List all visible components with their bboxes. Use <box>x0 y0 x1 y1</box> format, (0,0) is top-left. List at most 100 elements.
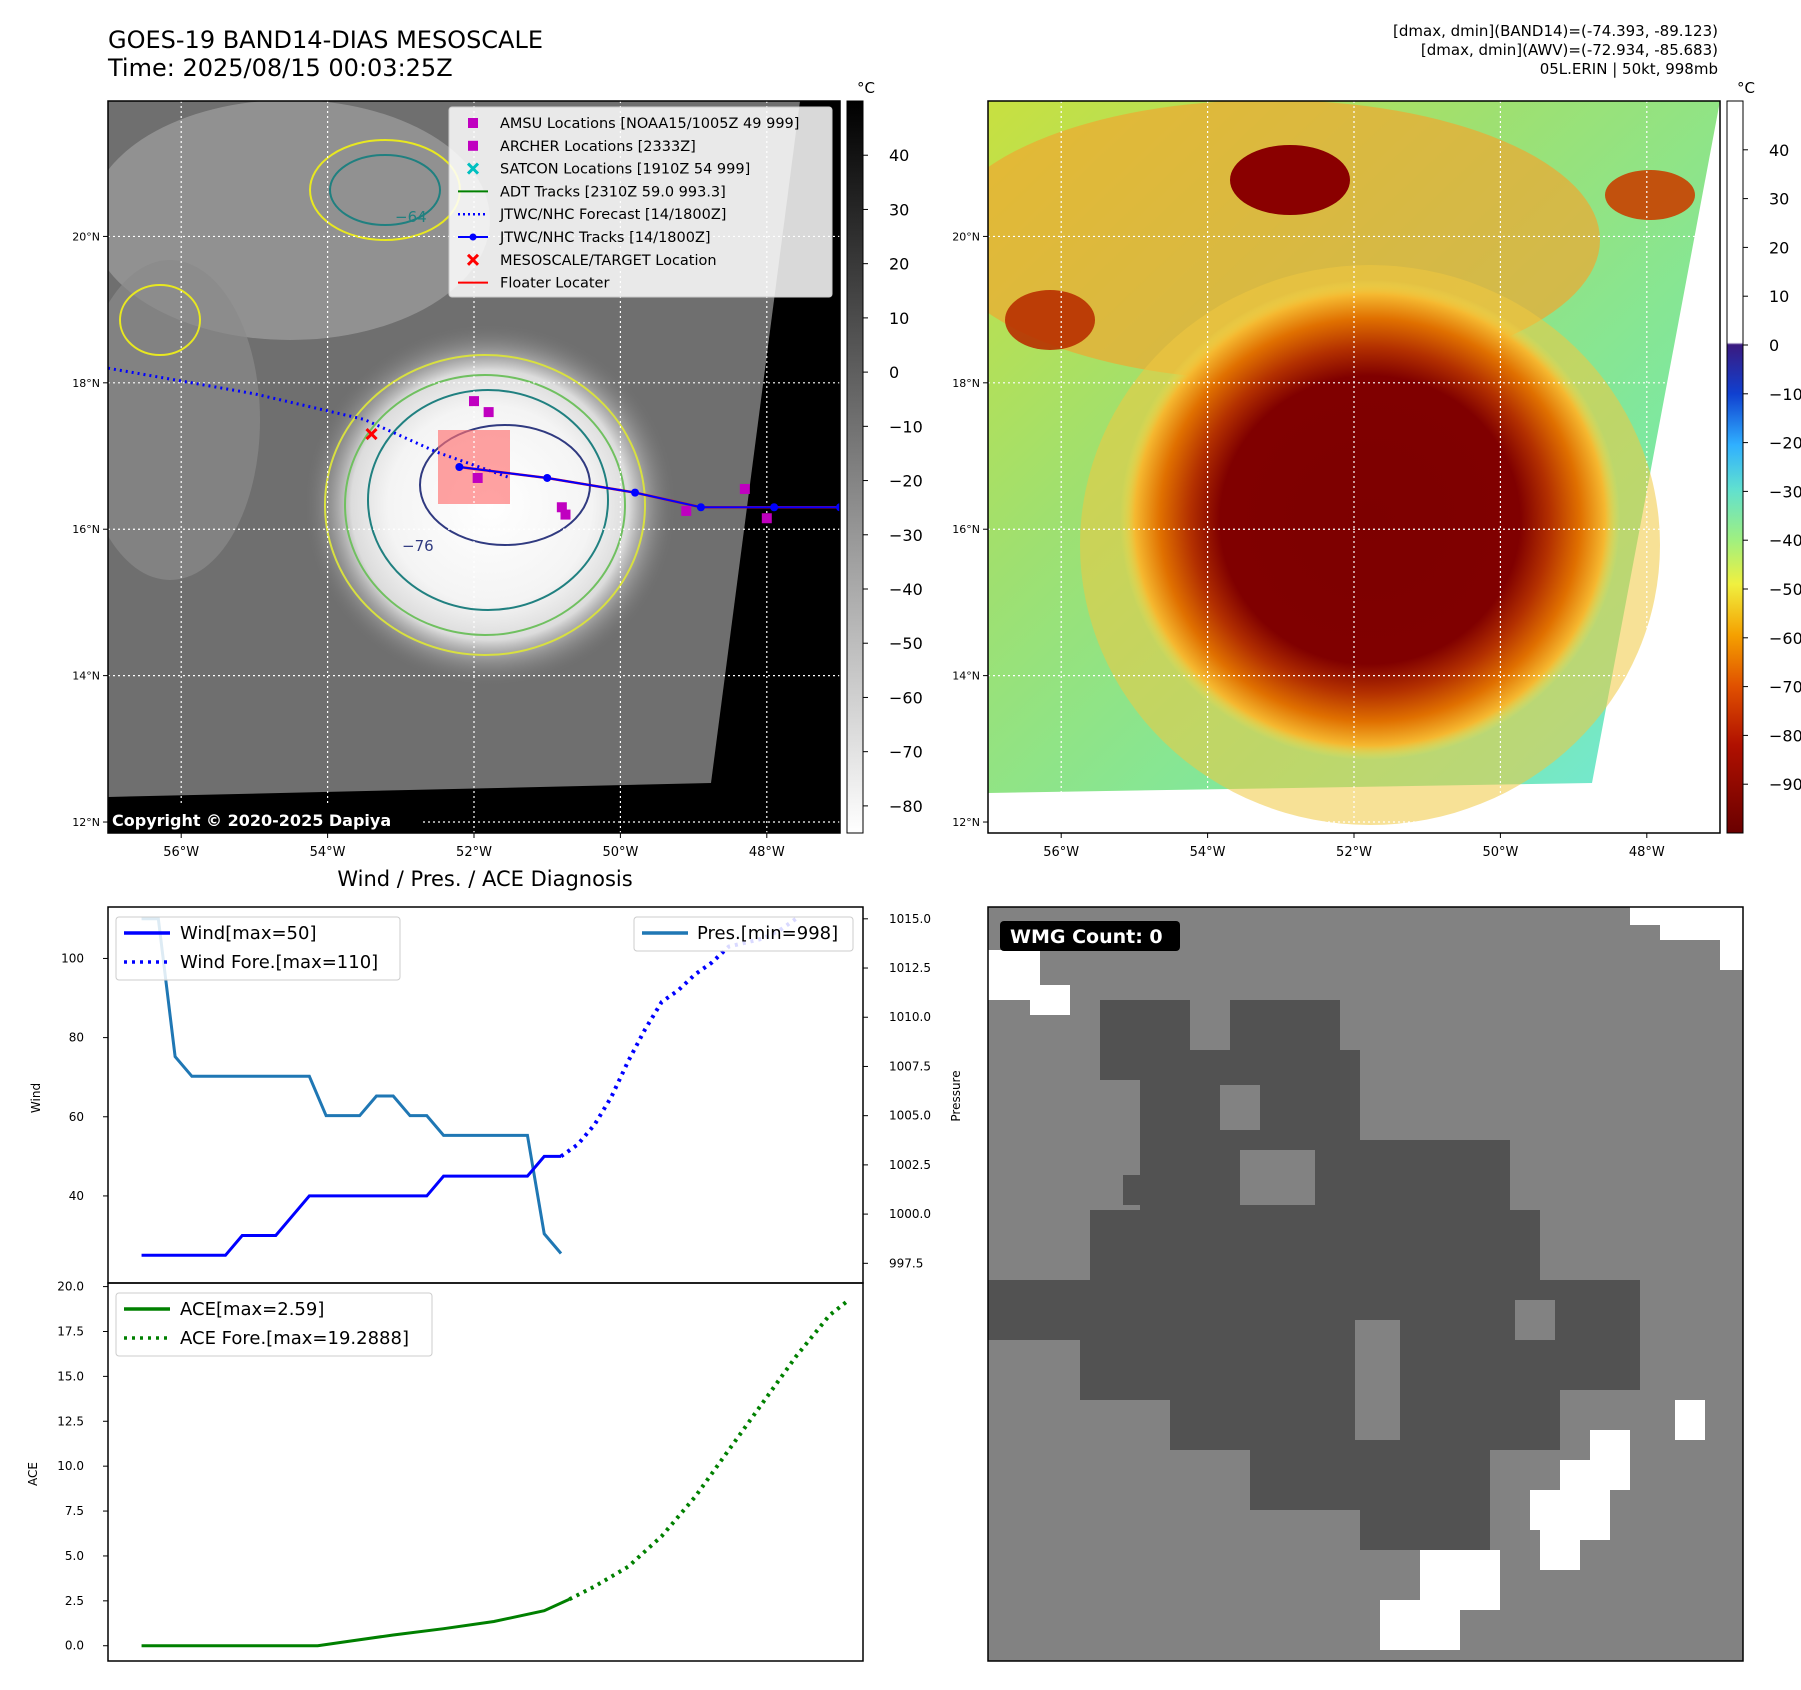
awv-colorbar-tick-label: 20 <box>1769 238 1789 257</box>
info-awv-range: [dmax, dmin](AWV)=(-72.934, -85.683) <box>1420 41 1718 59</box>
ace-tick-label: 7.5 <box>65 1504 84 1518</box>
best-track-point <box>631 488 640 497</box>
figure-title: GOES-19 BAND14-DIAS MESOSCALE Time: 2025… <box>108 26 543 82</box>
ir-contour-north-cell <box>329 154 441 226</box>
wmg-frame <box>987 906 1744 1662</box>
wind-legend-label: Wind Fore.[max=110] <box>180 952 378 973</box>
pressure-axis-label: Pressure <box>949 1070 963 1121</box>
best-track-point <box>836 503 840 512</box>
ir-cloud-west <box>108 260 260 580</box>
ace-tick-label: 10.0 <box>57 1459 84 1473</box>
awv-axes: 56°W 54°W 52°W 50°W 48°W 20°N 18°N 16°N 14°N 12°N <box>952 230 1665 860</box>
ir-lat-tick-label: 14°N <box>72 670 100 683</box>
awv-gridlines <box>988 101 1720 833</box>
wmg-cold-region <box>988 1000 1640 1550</box>
wind-tick-label: 60 <box>69 1110 84 1124</box>
ace-tick-label: 5.0 <box>65 1549 84 1563</box>
ace-tick-label: 20.0 <box>57 1280 84 1294</box>
ir-lat-tick-label: 16°N <box>72 523 100 536</box>
ace-series-line <box>141 1597 571 1648</box>
awv-lat-tick-label: 20°N <box>952 230 980 243</box>
ir-legend-label: ADT Tracks [2310Z 59.0 993.3] <box>500 184 726 200</box>
wind-axis-label: Wind <box>29 1083 43 1113</box>
wmg-panel: WMG Count: 0 <box>987 906 1744 1662</box>
wmg-label-bg <box>1000 921 1180 951</box>
pressure-tick-label: 1015.0 <box>889 912 931 926</box>
amsu-location-marker <box>469 396 479 407</box>
awv-colorbar-tick-label: −40 <box>1769 531 1801 550</box>
ir-legend-label: AMSU Locations [NOAA15/1005Z 49 999] <box>500 116 799 132</box>
ir-legend-label: JTWC/NHC Forecast [14/1800Z] <box>499 207 726 223</box>
awv-colorbar-fill <box>1726 100 1744 834</box>
amsu-location-marker <box>739 483 750 494</box>
target-location-marker <box>365 427 378 441</box>
pressure-tick-label: 1005.0 <box>889 1109 931 1123</box>
ir-lon-tick-label: 56°W <box>163 845 199 860</box>
wind-series-line <box>141 1154 561 1257</box>
wind-legend: Wind[max=50] Wind Fore.[max=110] <box>115 916 401 981</box>
amsu-location-marker <box>483 407 494 418</box>
ir-legend-swatch-dot <box>469 233 477 241</box>
ir-contour-inner <box>367 389 609 611</box>
awv-lat-tick-label: 16°N <box>952 523 980 536</box>
forecast-track-line <box>108 366 512 480</box>
diag-title: Wind / Pres. / ACE Diagnosis <box>337 867 632 891</box>
wmg-clear-south <box>1380 1550 1500 1650</box>
ir-cdo <box>305 325 675 685</box>
ir-contour-outer <box>324 354 646 656</box>
wind-legend-box <box>115 916 401 981</box>
ir-colorbar-tick-label: −50 <box>889 634 923 653</box>
ir-colorbar: °C 40 30 20 10 0 −10 −20 −30 −40 −50 −60 −70 −80 <box>846 79 923 834</box>
awv-colorbar-tick-label: 0 <box>1769 336 1779 355</box>
ir-contour-west-cell <box>119 284 201 356</box>
pressure-tick-label: 1000.0 <box>889 1207 931 1221</box>
ir-contour-label-1: −64 <box>395 208 427 226</box>
awv-colorbar-tick-label: 40 <box>1769 141 1789 160</box>
awv-cell-east <box>1605 170 1695 220</box>
amsu-location-marker <box>560 509 571 520</box>
awv-colorbar-tick-label: −10 <box>1769 385 1801 404</box>
awv-colorbar-tick-label: 30 <box>1769 190 1789 209</box>
pressure-tick-label: 1007.5 <box>889 1059 931 1073</box>
info-band14-range: [dmax, dmin](BAND14)=(-74.393, -89.123) <box>1393 22 1718 40</box>
ace-tick-label: 17.5 <box>57 1324 84 1338</box>
best-track-point <box>455 463 464 471</box>
ir-legend-label: Floater Locater <box>500 276 609 292</box>
awv-lat-tick-label: 18°N <box>952 377 980 390</box>
awv-lat-tick-label: 14°N <box>952 670 980 683</box>
wmg-clear-north-east <box>1630 907 1743 970</box>
ir-contour-mid <box>344 374 626 636</box>
wmg-warm-hole-3 <box>1355 1320 1400 1440</box>
wmg-warm-hole-1 <box>1220 1085 1260 1130</box>
awv-map-panel <box>988 101 1720 833</box>
ace-legend-label: ACE Fore.[max=19.2888] <box>180 1328 409 1349</box>
awv-colorbar-unit: °C <box>1737 79 1755 97</box>
ir-tracks <box>108 366 840 512</box>
copyright-bg <box>108 806 420 833</box>
wmg-clear-south-east <box>1530 1430 1630 1570</box>
pressure-tick-label: 1002.5 <box>889 1158 931 1172</box>
amsu-location-marker <box>761 513 772 524</box>
wmg-cold-spot <box>1123 1175 1153 1205</box>
pres-legend-label: Pres.[min=998] <box>697 923 838 944</box>
ir-legend: AMSU Locations [NOAA15/1005Z 49 999] ARCH… <box>448 106 833 298</box>
awv-colorbar-tick-label: −50 <box>1769 580 1801 599</box>
ir-lon-tick-label: 52°W <box>456 845 492 860</box>
ace-axis-label: ACE <box>26 1462 40 1486</box>
info-storm-status: 05L.ERIN | 50kt, 998mb <box>1539 60 1718 78</box>
pressure-series-line <box>141 917 563 1255</box>
ace-tick-label: 0.0 <box>65 1639 84 1653</box>
ir-lat-tick-label: 18°N <box>72 377 100 390</box>
ir-legend-swatch <box>468 118 478 128</box>
wmg-warm-hole-4 <box>1515 1300 1555 1340</box>
ir-gridlines <box>108 101 840 833</box>
ace-tick-label: 2.5 <box>65 1594 84 1608</box>
wind-forecast-series-line <box>559 917 798 1158</box>
ir-colorbar-tick-label: −10 <box>889 417 923 436</box>
awv-storm-core <box>1120 280 1620 760</box>
awv-colorbar-tick-label: −60 <box>1769 629 1801 648</box>
ace-chart: 20.0 17.5 15.0 12.5 10.0 7.5 5.0 2.5 0.0 ACE ACE… <box>26 1280 864 1662</box>
ace-chart-frame <box>107 1282 864 1662</box>
ace-tick-label: 12.5 <box>57 1414 84 1428</box>
